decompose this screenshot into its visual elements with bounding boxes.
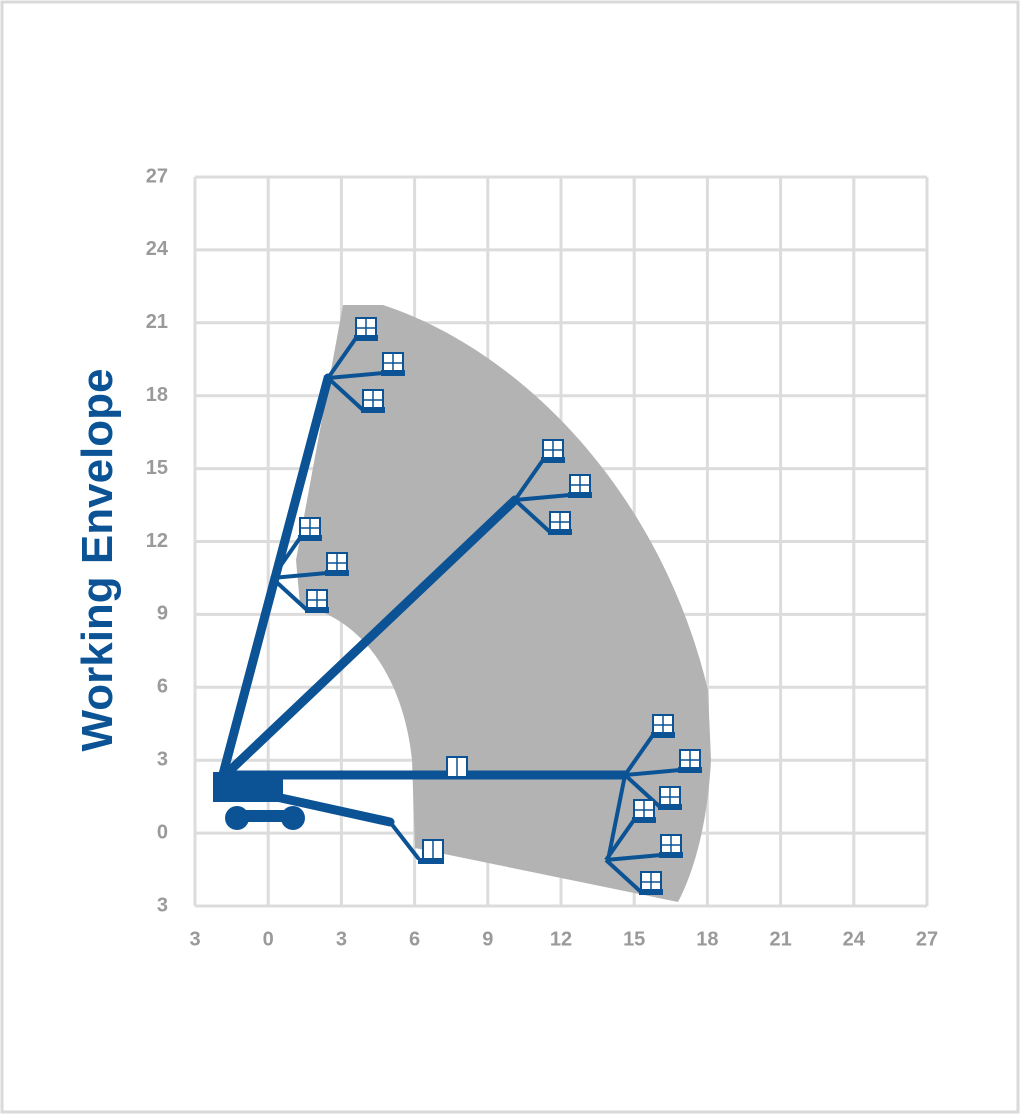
- platform-floor: [651, 732, 675, 738]
- platform-floor: [678, 767, 702, 773]
- x-label: 12: [550, 928, 572, 950]
- jib-arm: [605, 853, 662, 862]
- y-label: 3: [157, 894, 168, 916]
- platform-floor: [658, 804, 682, 810]
- y-label: 24: [146, 238, 169, 260]
- y-label: 18: [146, 384, 168, 406]
- x-label: 21: [769, 928, 791, 950]
- envelope: [296, 305, 711, 902]
- platform-floor: [548, 529, 572, 535]
- platform-floor: [632, 817, 656, 823]
- boom: [217, 495, 520, 783]
- platform-floor: [659, 852, 683, 858]
- y-label: 9: [157, 603, 168, 625]
- jib-arm: [513, 498, 552, 534]
- jib-arm: [604, 818, 636, 862]
- jib-arm: [624, 768, 681, 777]
- x-label: 27: [916, 928, 938, 950]
- platforms: [270, 317, 702, 895]
- platform-floor: [381, 370, 405, 376]
- platform-floor: [361, 407, 385, 413]
- jib-arm: [326, 376, 365, 412]
- y-label: 0: [157, 821, 168, 843]
- jib: [606, 773, 627, 862]
- platform-floor: [541, 457, 565, 463]
- jib-arm: [270, 536, 302, 580]
- platform-floor: [354, 335, 378, 341]
- jib-arm: [623, 733, 655, 777]
- platform-floor: [568, 492, 592, 498]
- jib-arm: [604, 858, 643, 894]
- y-label: 6: [157, 676, 168, 698]
- jib-arm: [271, 571, 328, 580]
- platform-floor: [418, 858, 444, 864]
- jib-arm: [270, 576, 309, 612]
- x-label: 3: [336, 928, 347, 950]
- x-label: 24: [843, 928, 866, 950]
- platform-floor: [298, 535, 322, 541]
- axle: [237, 810, 293, 822]
- y-label: 3: [157, 748, 168, 770]
- x-label: 0: [263, 928, 274, 950]
- x-label: 15: [623, 928, 645, 950]
- platform-floor: [325, 570, 349, 576]
- jib-arm: [327, 371, 384, 380]
- title: Working Envelope: [73, 368, 122, 751]
- jib-arm: [326, 336, 358, 380]
- y-label: 15: [146, 457, 168, 479]
- platform-floor: [305, 607, 329, 613]
- x-label: 18: [696, 928, 718, 950]
- jib-arm: [513, 458, 545, 502]
- x-label: 3: [189, 928, 200, 950]
- x-label: 6: [409, 928, 420, 950]
- y-label: 21: [146, 311, 168, 333]
- chassis: [213, 772, 283, 802]
- y-label: 12: [146, 530, 168, 552]
- y-label: 27: [146, 165, 168, 187]
- jib-arm: [514, 493, 571, 502]
- platform-floor: [639, 889, 663, 895]
- jib: [388, 820, 420, 860]
- x-label: 9: [482, 928, 493, 950]
